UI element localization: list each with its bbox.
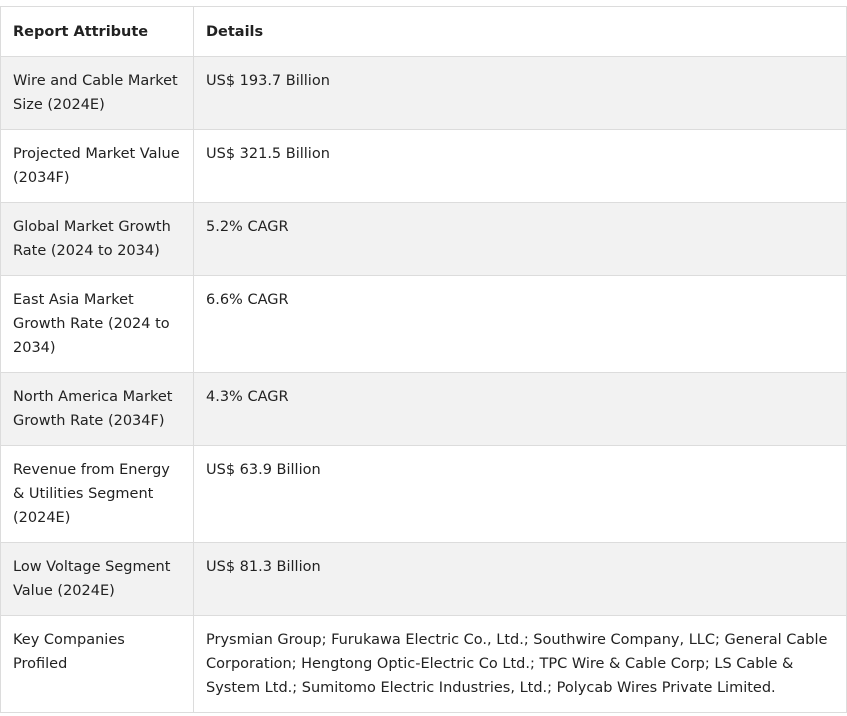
header-report-attribute: Report Attribute (0, 6, 194, 57)
table-row: Wire and Cable Market Size (2024E) US$ 1… (0, 56, 847, 130)
table-header-row: Report Attribute Details (0, 6, 847, 57)
table-row: North America Market Growth Rate (2034F)… (0, 372, 847, 446)
row-details: Prysmian Group; Furukawa Electric Co., L… (193, 615, 847, 713)
table-row: East Asia Market Growth Rate (2024 to 20… (0, 275, 847, 373)
row-details: 5.2% CAGR (193, 202, 847, 276)
table-row: Key Companies Profiled Prysmian Group; F… (0, 615, 847, 713)
row-attribute: Wire and Cable Market Size (2024E) (0, 56, 194, 130)
row-details: 6.6% CAGR (193, 275, 847, 373)
table-row: Low Voltage Segment Value (2024E) US$ 81… (0, 542, 847, 616)
row-details: 4.3% CAGR (193, 372, 847, 446)
row-attribute: Revenue from Energy & Utilities Segment … (0, 445, 194, 543)
row-attribute: East Asia Market Growth Rate (2024 to 20… (0, 275, 194, 373)
table-row: Projected Market Value (2034F) US$ 321.5… (0, 129, 847, 203)
table-row: Revenue from Energy & Utilities Segment … (0, 445, 847, 543)
report-table-container: Report Attribute Details Wire and Cable … (0, 6, 847, 713)
row-details: US$ 321.5 Billion (193, 129, 847, 203)
row-attribute: Projected Market Value (2034F) (0, 129, 194, 203)
row-attribute: Global Market Growth Rate (2024 to 2034) (0, 202, 194, 276)
header-details: Details (193, 6, 847, 57)
row-details: US$ 63.9 Billion (193, 445, 847, 543)
row-details: US$ 81.3 Billion (193, 542, 847, 616)
row-attribute: North America Market Growth Rate (2034F) (0, 372, 194, 446)
row-details: US$ 193.7 Billion (193, 56, 847, 130)
table-row: Global Market Growth Rate (2024 to 2034)… (0, 202, 847, 276)
report-attributes-table: Report Attribute Details Wire and Cable … (0, 6, 847, 713)
row-attribute: Key Companies Profiled (0, 615, 194, 713)
row-attribute: Low Voltage Segment Value (2024E) (0, 542, 194, 616)
